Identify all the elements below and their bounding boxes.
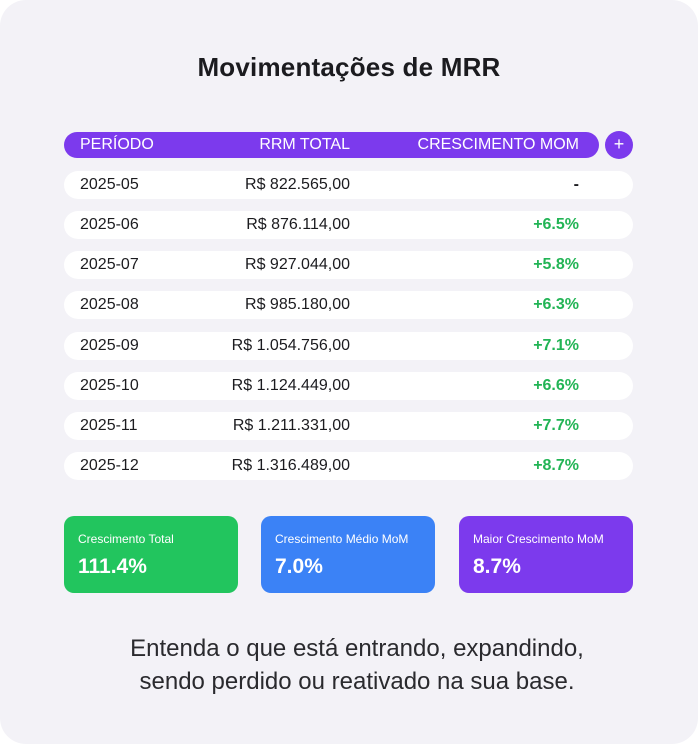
- row-growth: +7.7%: [533, 417, 579, 434]
- table-row: 2025-12 R$ 1.316.489,00 +8.7%: [64, 452, 633, 480]
- footer-line-1: Entenda o que está entrando, expandindo,: [130, 635, 584, 662]
- row-period: 2025-07: [80, 256, 139, 273]
- row-total: R$ 1.054.756,00: [231, 337, 350, 354]
- stat-value: 111.4%: [78, 555, 147, 578]
- stat-max-mom: Maior Crescimento MoM 8.7%: [459, 516, 633, 593]
- stat-avg-mom: Crescimento Médio MoM 7.0%: [261, 516, 435, 593]
- table-row: 2025-08 R$ 985.180,00 +6.3%: [64, 291, 633, 319]
- row-growth: +6.6%: [533, 377, 579, 394]
- stat-label: Crescimento Total: [78, 532, 174, 546]
- table-row: 2025-06 R$ 876.114,00 +6.5%: [64, 211, 633, 239]
- row-total: R$ 876.114,00: [246, 216, 350, 233]
- row-growth: +6.3%: [533, 296, 579, 313]
- table-row: 2025-07 R$ 927.044,00 +5.8%: [64, 251, 633, 279]
- row-period: 2025-12: [80, 457, 139, 474]
- row-growth: +7.1%: [533, 337, 579, 354]
- header-growth: CRESCIMENTO MOM: [417, 136, 579, 153]
- stat-total-growth: Crescimento Total 111.4%: [64, 516, 238, 593]
- row-total: R$ 822.565,00: [245, 176, 350, 193]
- row-period: 2025-06: [80, 216, 139, 233]
- row-growth: +8.7%: [533, 457, 579, 474]
- row-period: 2025-05: [80, 176, 139, 193]
- table-row: 2025-11 R$ 1.211.331,00 +7.7%: [64, 412, 633, 440]
- row-period: 2025-09: [80, 337, 139, 354]
- table-row: 2025-05 R$ 822.565,00 -: [64, 171, 633, 199]
- row-total: R$ 1.211.331,00: [232, 417, 350, 434]
- row-growth: +6.5%: [533, 216, 579, 233]
- table-header: PERÍODO RRM TOTAL CRESCIMENTO MOM: [64, 132, 599, 158]
- row-period: 2025-08: [80, 296, 139, 313]
- row-growth: +5.8%: [533, 256, 579, 273]
- row-total: R$ 927.044,00: [245, 256, 350, 273]
- add-row-button[interactable]: +: [605, 131, 633, 159]
- row-growth: -: [573, 176, 579, 193]
- row-total: R$ 1.316.489,00: [231, 457, 350, 474]
- header-total: RRM TOTAL: [259, 136, 350, 153]
- row-total: R$ 985.180,00: [245, 296, 350, 313]
- stat-value: 8.7%: [473, 555, 521, 578]
- stat-value: 7.0%: [275, 555, 323, 578]
- row-total: R$ 1.124.449,00: [231, 377, 350, 394]
- stat-label: Maior Crescimento MoM: [473, 532, 604, 546]
- stat-label: Crescimento Médio MoM: [275, 532, 409, 546]
- row-period: 2025-11: [80, 417, 138, 434]
- header-period: PERÍODO: [80, 136, 154, 153]
- row-period: 2025-10: [80, 377, 139, 394]
- footer-line-2: sendo perdido ou reativado na sua base.: [139, 668, 575, 695]
- table-row: 2025-09 R$ 1.054.756,00 +7.1%: [64, 332, 633, 360]
- page-title: Movimentações de MRR: [197, 52, 501, 82]
- footer-caption: Entenda o que está entrando, expandindo,…: [0, 632, 698, 698]
- table-row: 2025-10 R$ 1.124.449,00 +6.6%: [64, 372, 633, 400]
